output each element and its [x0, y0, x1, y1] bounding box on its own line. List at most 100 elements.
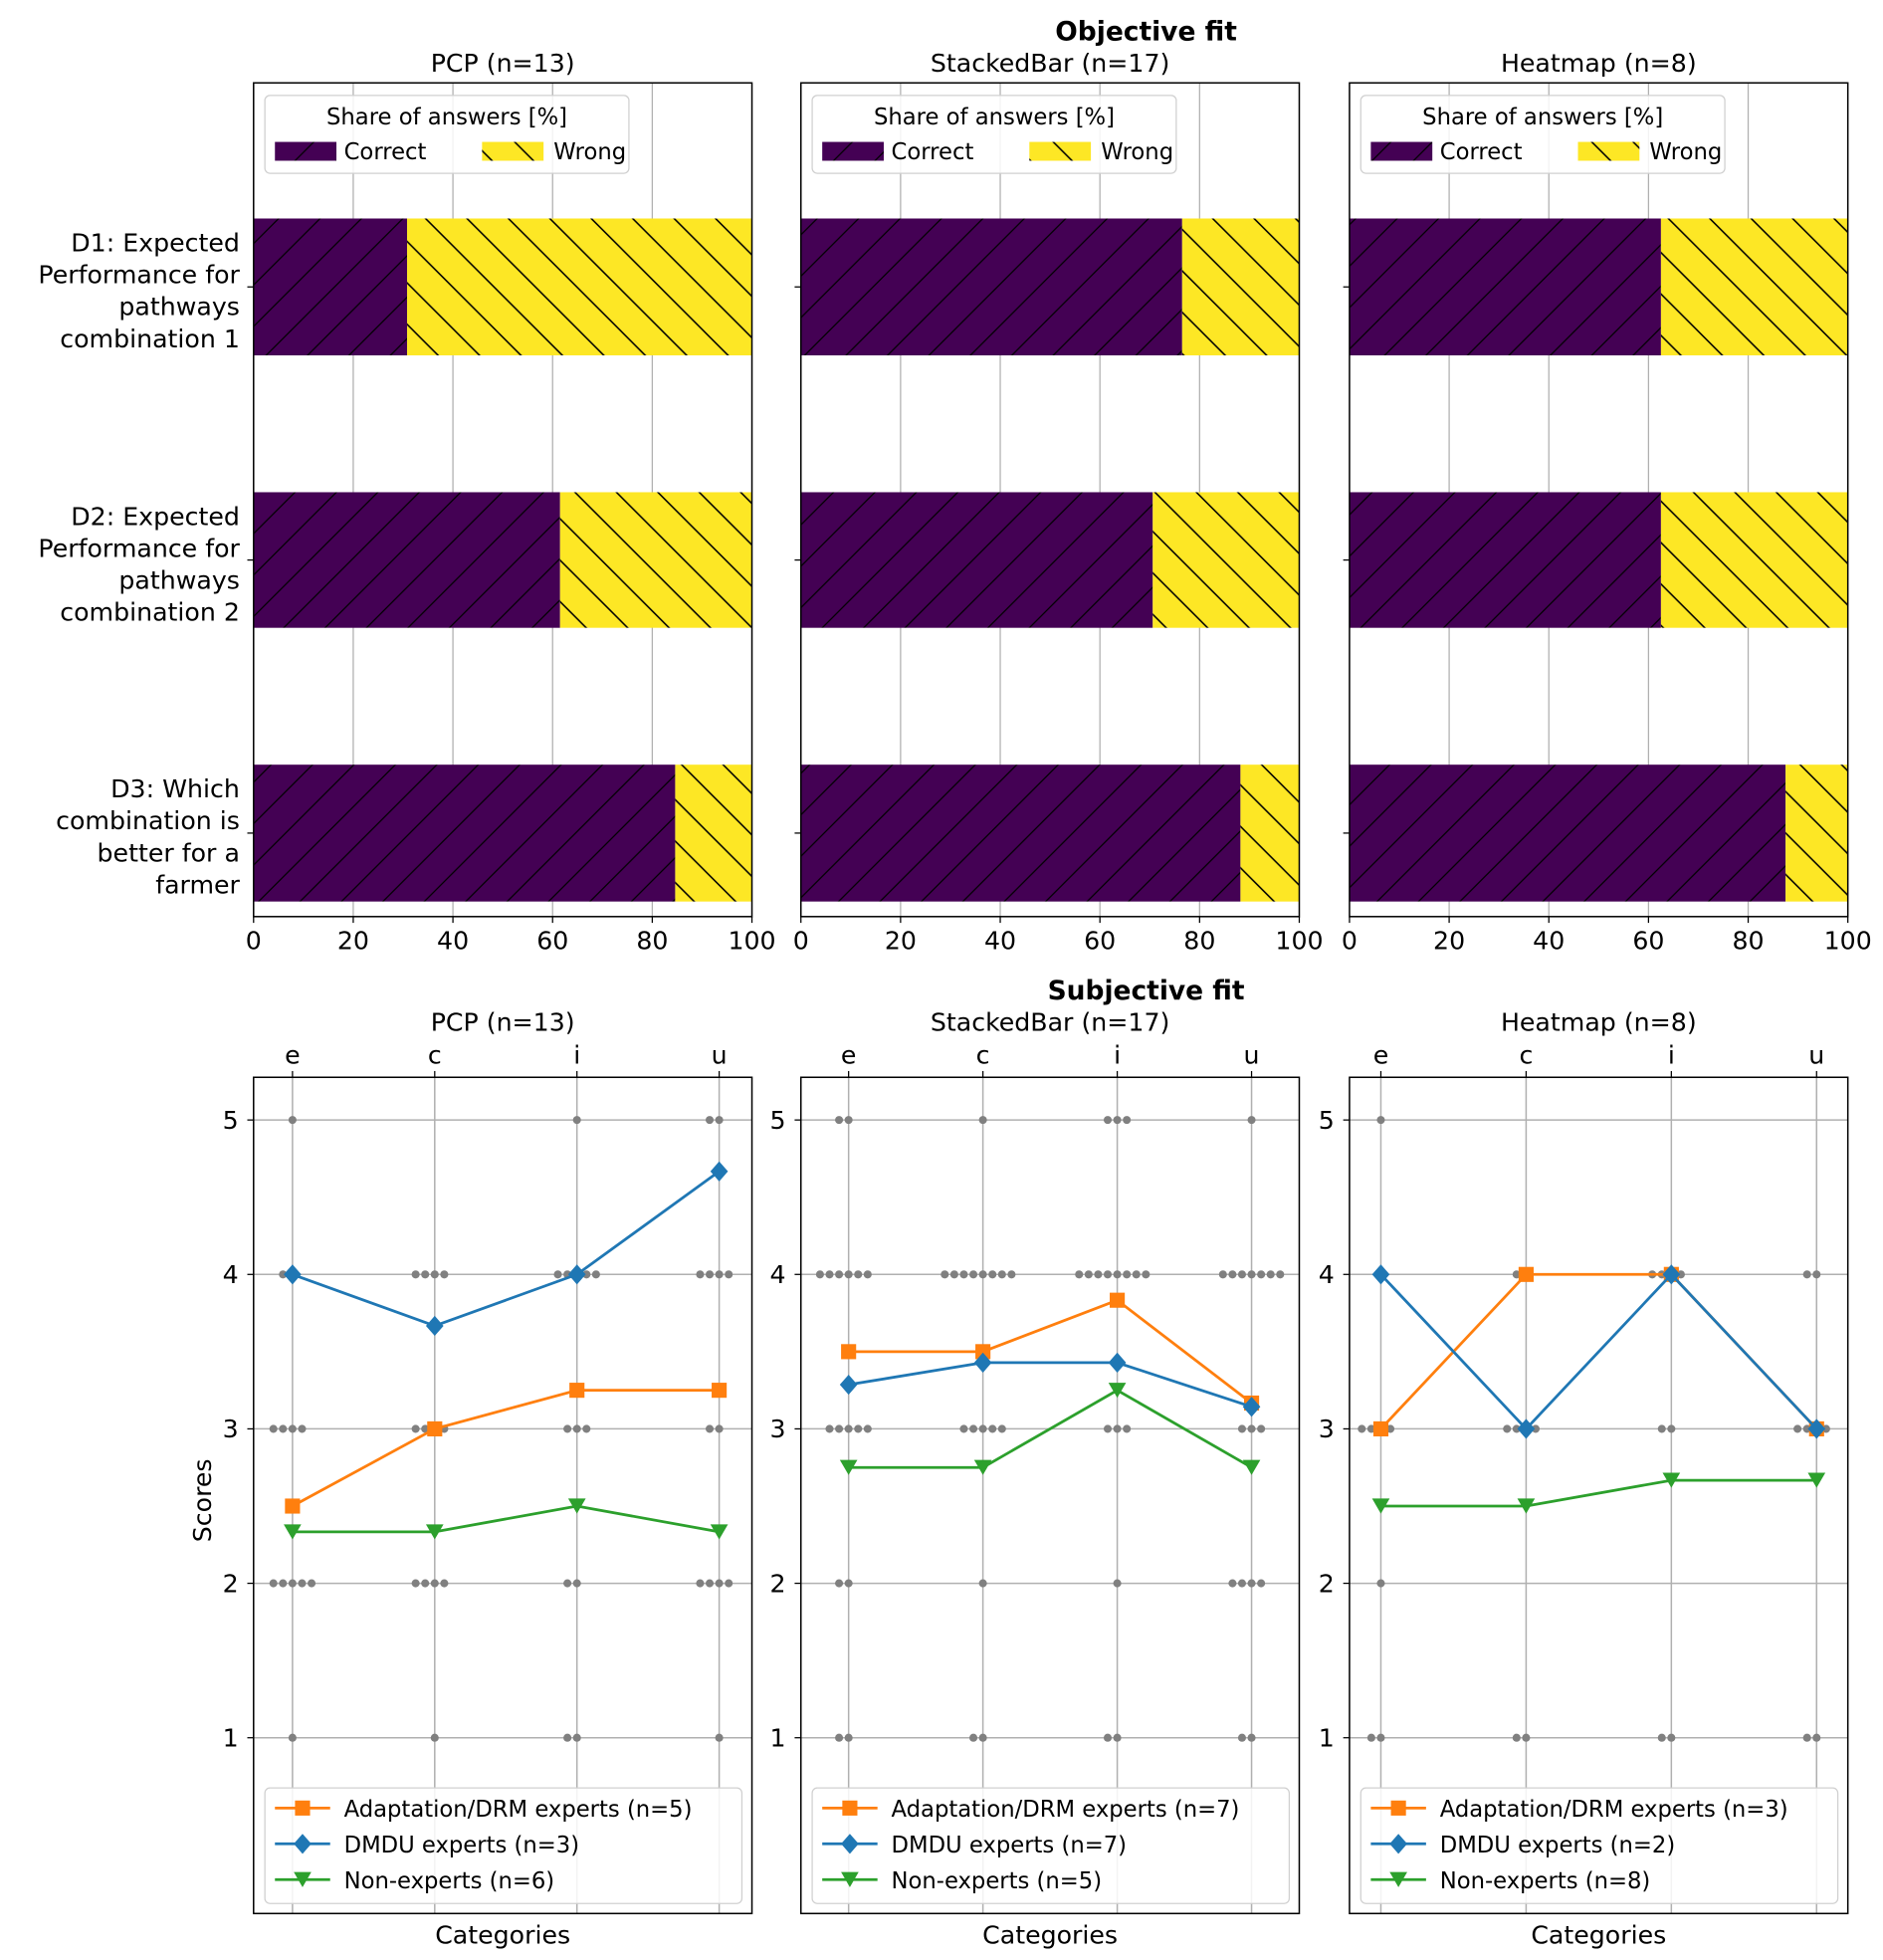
legend-title: Share of answers [%] — [1422, 105, 1663, 130]
legend-label: Adaptation/DRM experts (n=5) — [344, 1797, 693, 1823]
section-title: Objective fit — [1055, 16, 1237, 47]
triangle-down-marker — [973, 1459, 992, 1475]
axes-frame — [1349, 82, 1849, 918]
response-dot — [978, 1424, 987, 1433]
bar-wrong — [675, 764, 752, 902]
response-dot — [411, 1424, 420, 1433]
response-dot — [1228, 1270, 1237, 1279]
bar-panel: StackedBar (n=17) 0 20 40 60 80 100 Share of an… — [793, 49, 1324, 956]
legend-title: Share of answers [%] — [326, 105, 567, 130]
category-label: e — [1373, 1040, 1389, 1069]
response-dot — [1257, 1579, 1266, 1588]
triangle-down-marker — [1242, 1459, 1261, 1475]
bar-correct — [1349, 764, 1786, 902]
bar-correct — [800, 218, 1182, 355]
bar-correct — [253, 764, 676, 902]
y-tick-label: 4 — [1319, 1260, 1335, 1289]
response-dot — [1667, 1733, 1676, 1742]
y-tick-label: 3 — [1319, 1415, 1335, 1443]
line-non-experts — [1380, 1478, 1817, 1508]
response-dot — [1512, 1424, 1521, 1433]
x-tick-label: 80 — [1183, 927, 1215, 956]
line-non-experts — [292, 1504, 720, 1534]
line-panel: Heatmap (n=8) e c i u 1 2 3 4 5 Adaptation/DRM exp… — [1319, 1008, 1849, 1950]
response-dot — [563, 1424, 572, 1433]
x-tick-label: 100 — [728, 927, 775, 956]
response-dot — [440, 1270, 449, 1279]
response-dot — [1812, 1733, 1821, 1742]
legend-label: DMDU experts (n=2) — [1440, 1833, 1675, 1858]
legend-box — [1360, 1787, 1839, 1904]
response-dot — [1113, 1116, 1122, 1125]
line-dmdu — [1379, 1272, 1818, 1431]
square-marker — [712, 1383, 728, 1399]
axes-frame — [799, 82, 1301, 918]
response-dot — [1257, 1424, 1266, 1433]
response-dot — [1103, 1270, 1113, 1279]
legend-label: Non-experts (n=6) — [344, 1868, 555, 1894]
diamond-marker — [1371, 1264, 1390, 1285]
response-dot — [1802, 1270, 1811, 1279]
response-dot — [825, 1270, 834, 1279]
y-tick-label: better for a — [98, 838, 240, 867]
panel-title: StackedBar (n=17) — [931, 1008, 1169, 1037]
category-label: u — [712, 1040, 728, 1069]
response-dot — [1657, 1424, 1666, 1433]
response-dot — [1376, 1579, 1385, 1588]
response-dot — [591, 1270, 600, 1279]
y-tick-label: 1 — [223, 1724, 239, 1753]
response-dot — [288, 1579, 297, 1588]
response-dot — [430, 1579, 439, 1588]
response-dot — [978, 1116, 987, 1125]
square-marker — [975, 1344, 991, 1360]
x-tick-label: 20 — [1433, 927, 1465, 956]
category-label: c — [428, 1040, 442, 1069]
y-tick-label: pathways — [118, 293, 239, 322]
bar-wrong — [1660, 218, 1848, 355]
response-dot — [1237, 1270, 1246, 1279]
response-dot — [835, 1579, 844, 1588]
square-marker — [569, 1383, 585, 1399]
response-dot — [696, 1270, 705, 1279]
response-dot — [1237, 1424, 1246, 1433]
response-dot — [1657, 1733, 1666, 1742]
legend-label-correct: Correct — [892, 139, 974, 165]
y-tick-label: 3 — [223, 1415, 239, 1443]
x-tick-label: 0 — [793, 927, 809, 956]
response-dot — [563, 1579, 572, 1588]
response-dot — [553, 1270, 562, 1279]
response-dot — [1123, 1270, 1132, 1279]
response-dot — [1257, 1270, 1266, 1279]
response-dot — [1103, 1424, 1113, 1433]
square-marker — [1372, 1420, 1389, 1436]
response-dot — [1667, 1424, 1676, 1433]
bar-correct — [253, 218, 408, 355]
response-dot — [411, 1579, 420, 1588]
x-axis-label: Categories — [435, 1921, 570, 1950]
triangle-down-marker — [839, 1459, 858, 1475]
bar-wrong — [1240, 764, 1300, 902]
response-dot — [696, 1579, 705, 1588]
category-label: i — [1668, 1040, 1675, 1069]
bar-wrong — [559, 492, 752, 628]
response-dot — [1228, 1579, 1237, 1588]
line-panel: PCP (n=13) e c i u 1 2 3 4 5 Adaptation/DRM expert… — [223, 1008, 753, 1950]
category-label: c — [1519, 1040, 1533, 1069]
triangle-down-marker — [841, 1871, 859, 1887]
y-tick-label: 2 — [1319, 1569, 1335, 1598]
triangle-down-marker — [1389, 1871, 1407, 1887]
response-dot — [1113, 1733, 1122, 1742]
bar-wrong — [1152, 492, 1300, 628]
response-dot — [959, 1424, 968, 1433]
response-dot — [430, 1733, 439, 1742]
panel-title: PCP (n=13) — [431, 49, 575, 78]
y-tick-label: D2: Expected — [71, 502, 240, 531]
y-tick-label: 1 — [1319, 1724, 1335, 1753]
response-dot — [1266, 1270, 1275, 1279]
legend-box — [264, 1787, 743, 1904]
bar-wrong — [1785, 764, 1848, 902]
category-label: u — [1808, 1040, 1824, 1069]
legend-label-correct: Correct — [1440, 139, 1523, 165]
response-dot — [988, 1270, 997, 1279]
legend-label-wrong: Wrong — [553, 139, 626, 165]
